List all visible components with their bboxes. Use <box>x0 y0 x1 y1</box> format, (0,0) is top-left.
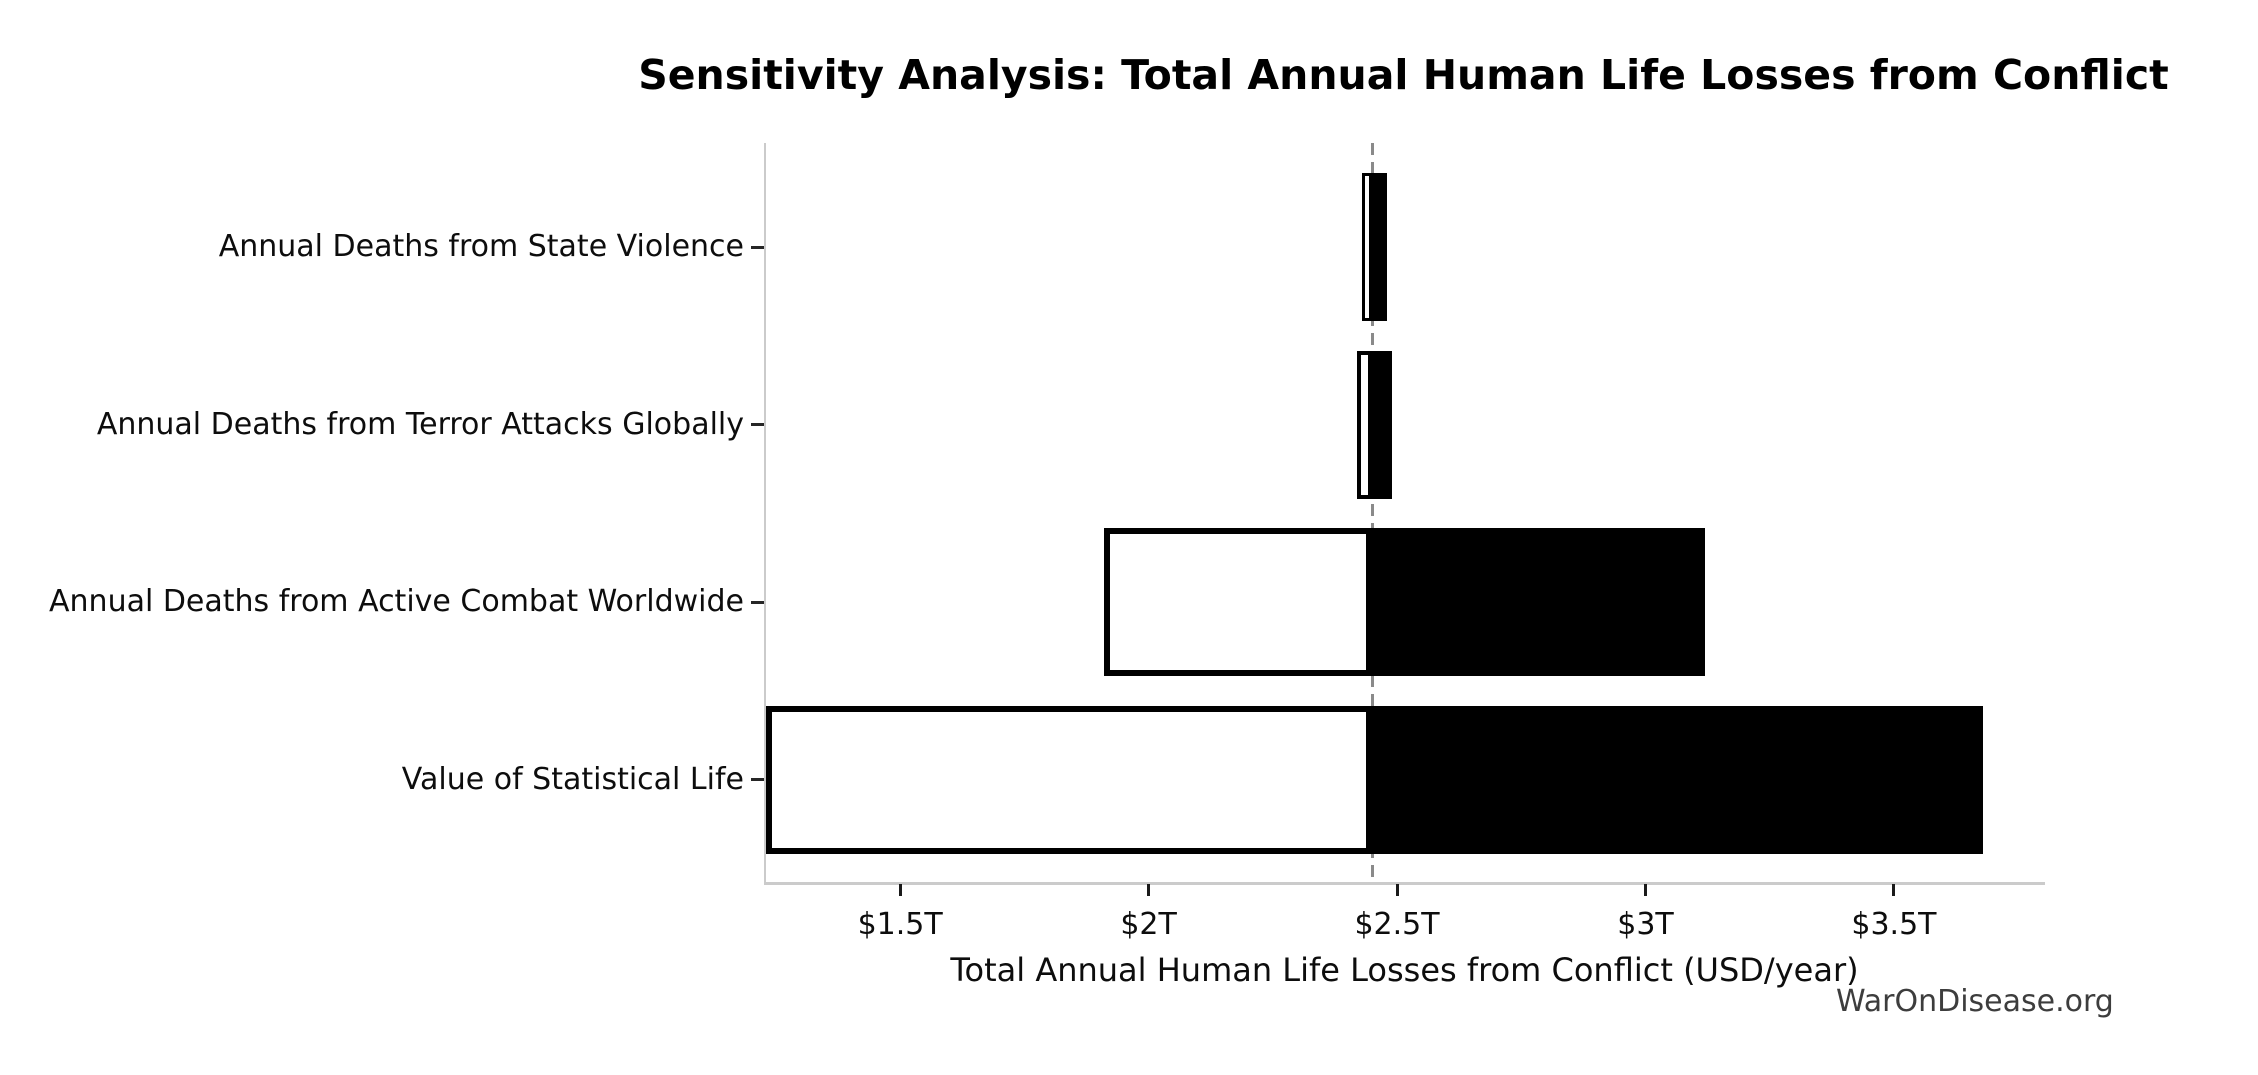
bar-low-segment <box>1357 350 1373 499</box>
bar-high-segment <box>1372 173 1388 321</box>
x-tick-mark <box>1147 884 1151 896</box>
baseline-dashed-line <box>1370 143 1374 882</box>
y-tick-mark <box>751 245 764 249</box>
x-tick-mark <box>898 884 902 896</box>
y-axis-category-label: Annual Deaths from State Violence <box>218 229 744 264</box>
y-tick-mark <box>751 778 764 781</box>
x-tick-mark <box>1643 884 1647 896</box>
bar-high-segment <box>1372 350 1393 499</box>
x-tick-label: $3.5T <box>1851 907 1937 942</box>
y-tick-mark <box>751 600 764 604</box>
x-tick-label: $1.5T <box>857 907 943 942</box>
y-axis-category-label: Value of Statistical Life <box>401 761 744 797</box>
plot-area <box>764 143 2045 885</box>
bar-low-segment <box>1103 528 1373 676</box>
x-tick-label: $2T <box>1120 907 1177 942</box>
x-axis-label: Total Annual Human Life Losses from Conf… <box>950 951 1859 989</box>
y-axis-category-label: Annual Deaths from Terror Attacks Global… <box>96 406 744 442</box>
bar-high-segment <box>1372 528 1706 676</box>
bar-low-segment <box>1362 173 1373 321</box>
bar-high-segment <box>1372 705 1984 854</box>
x-tick-label: $3T <box>1617 907 1674 942</box>
x-tick-mark <box>1395 884 1399 896</box>
bar-low-segment <box>766 705 1373 854</box>
x-tick-mark <box>1892 884 1896 896</box>
watermark: WarOnDisease.org <box>1836 984 2114 1019</box>
x-tick-label: $2.5T <box>1354 907 1440 942</box>
chart-title: Sensitivity Analysis: Total Annual Human… <box>638 51 2169 99</box>
y-tick-mark <box>751 423 764 426</box>
y-axis-category-label: Annual Deaths from Active Combat Worldwi… <box>49 584 744 619</box>
